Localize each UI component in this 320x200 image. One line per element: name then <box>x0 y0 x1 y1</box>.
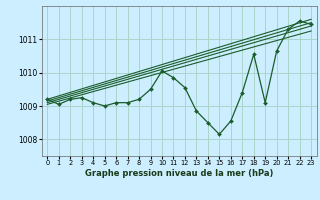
X-axis label: Graphe pression niveau de la mer (hPa): Graphe pression niveau de la mer (hPa) <box>85 169 273 178</box>
